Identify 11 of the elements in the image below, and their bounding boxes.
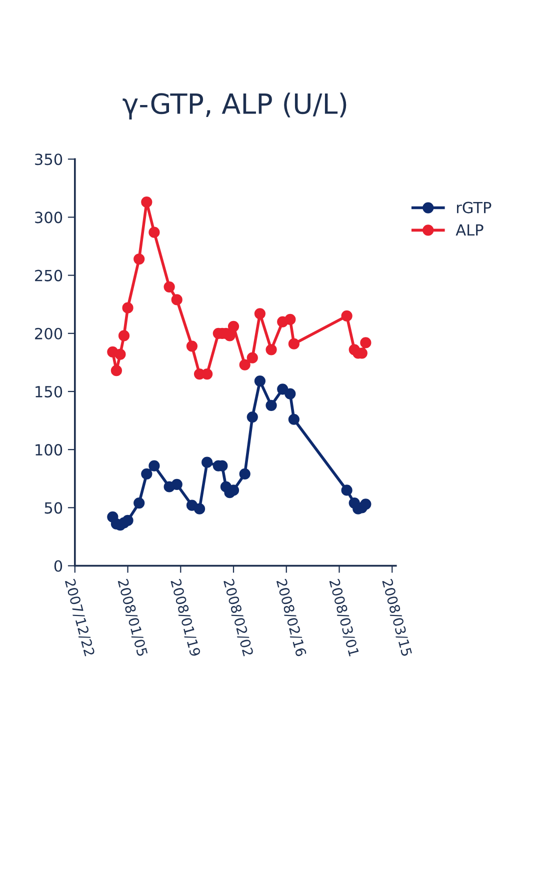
y-tick-label: 300 xyxy=(35,212,62,224)
chart-title: γ-GTP, ALP (U/L) xyxy=(122,92,346,120)
y-tick-label: 100 xyxy=(36,444,62,456)
y-tick-label: 200 xyxy=(35,328,62,340)
y-tick-label: 250 xyxy=(35,270,62,282)
y-tick-label: 150 xyxy=(36,386,62,398)
legend-label: rGTP xyxy=(457,202,492,214)
y-tick-label: 50 xyxy=(44,502,62,514)
y-tick-label: 0 xyxy=(54,560,62,572)
y-tick-label: 350 xyxy=(35,154,62,166)
legend-label: ALP xyxy=(456,224,484,236)
